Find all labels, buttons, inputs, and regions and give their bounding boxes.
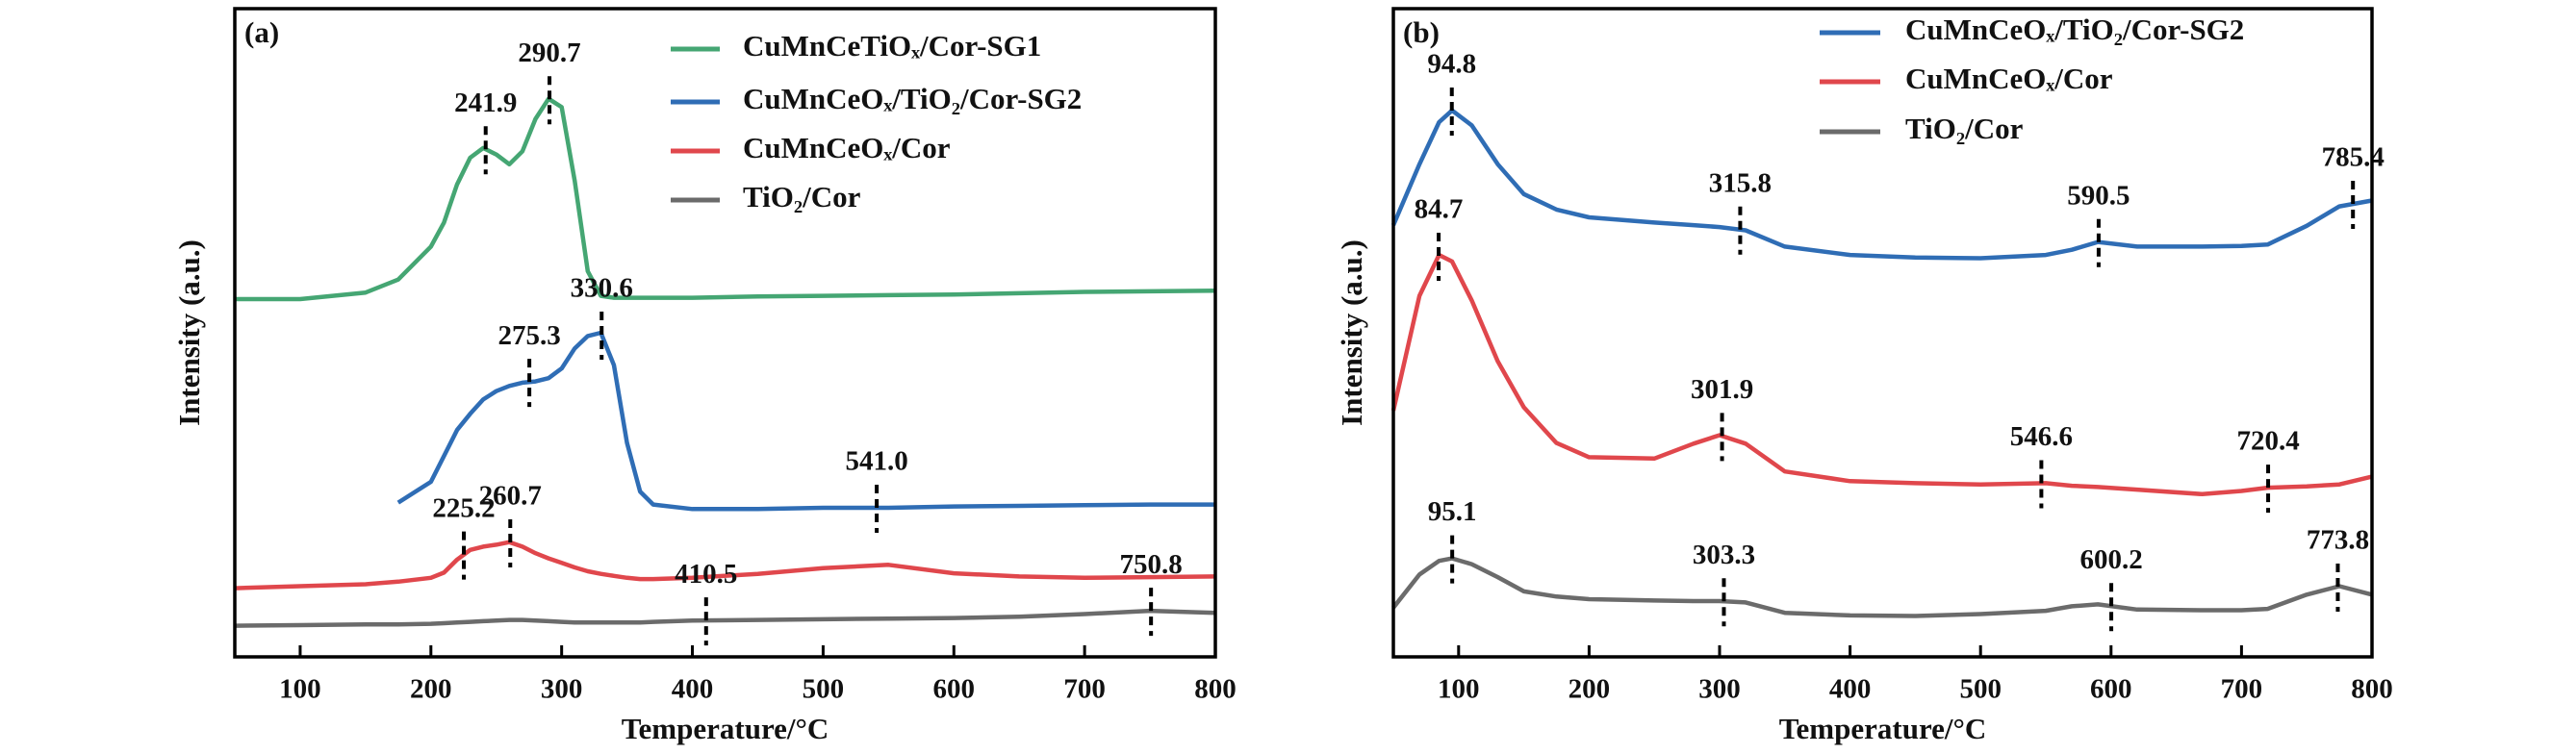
x-tick-label: 400 — [672, 674, 714, 705]
peak-label: 84.7 — [1415, 194, 1464, 225]
legend-label: TiO₂/Cor — [743, 180, 861, 214]
peak-label: 590.5 — [2067, 180, 2130, 211]
peak-label: 315.8 — [1709, 167, 1772, 198]
peak-label: 785.4 — [2322, 142, 2385, 173]
peak-label: 410.5 — [675, 559, 737, 590]
peak-label: 600.2 — [2079, 544, 2142, 575]
x-tick-label: 700 — [1063, 674, 1106, 705]
legend-label: CuMnCeOₓ/TiO₂/Cor-SG2 — [1905, 13, 2244, 46]
x-tick-label: 600 — [933, 674, 976, 705]
series-line — [234, 540, 1216, 591]
plot-frame — [233, 7, 1217, 659]
x-tick-label: 800 — [2351, 674, 2393, 705]
x-tick-label: 200 — [410, 674, 452, 705]
series-line — [235, 96, 1216, 302]
x-tick-label: 800 — [1194, 674, 1237, 705]
panel-label: (b) — [1403, 15, 1440, 49]
panel: 100 200 300 400 500 600 700 800 94.8 315.8 590.5 78… — [1335, 7, 2393, 745]
x-tick-label: 600 — [2090, 674, 2132, 705]
plot-frame — [1391, 7, 2374, 659]
series-line — [234, 608, 1216, 628]
x-tick-label: 500 — [1959, 674, 2002, 705]
legend-label: CuMnCeOₓ/Cor — [1905, 62, 2113, 95]
x-axis-title: Temperature/°C — [1779, 712, 1987, 745]
series-line — [1391, 556, 2373, 618]
y-axis-title: Intensity (a.u.) — [1335, 239, 1368, 426]
x-axis-title: Temperature/°C — [622, 712, 829, 745]
peak-label: 330.6 — [571, 273, 633, 304]
x-tick-label: 100 — [279, 674, 321, 705]
series-line — [1390, 108, 2373, 261]
x-tick-label: 400 — [1829, 674, 1872, 705]
peak-label: 260.7 — [479, 481, 542, 512]
x-tick-label: 300 — [541, 674, 583, 705]
legend-label: CuMnCeOₓ/TiO₂/Cor-SG2 — [743, 82, 1082, 115]
x-tick-label: 100 — [1438, 674, 1480, 705]
x-tick-label: 500 — [803, 674, 845, 705]
peak-label: 225.2 — [432, 492, 495, 523]
peak-label: 303.3 — [1693, 540, 1755, 570]
legend-label: CuMnCeOₓ/Cor — [743, 131, 951, 164]
series-line — [1390, 252, 2373, 497]
series-line — [396, 330, 1215, 512]
peak-label: 773.8 — [2307, 525, 2369, 556]
x-tick-label: 700 — [2221, 674, 2263, 705]
peak-label: 95.1 — [1428, 496, 1477, 527]
legend-label: TiO₂/Cor — [1905, 112, 2024, 145]
peak-label: 750.8 — [1120, 549, 1183, 580]
y-axis-title: Intensity (a.u.) — [172, 239, 206, 426]
peak-label: 720.4 — [2236, 426, 2299, 457]
x-tick-label: 200 — [1569, 674, 1611, 705]
panel-label: (a) — [244, 15, 279, 49]
peak-label: 546.6 — [2010, 421, 2073, 452]
peak-label: 275.3 — [497, 320, 560, 351]
peak-label: 241.9 — [454, 88, 517, 118]
peak-label: 301.9 — [1691, 374, 1753, 405]
peak-label: 541.0 — [845, 446, 907, 477]
legend-label: CuMnCeTiOₓ/Cor-SG1 — [743, 29, 1041, 63]
peak-label: 290.7 — [518, 38, 580, 68]
x-tick-label: 300 — [1698, 674, 1741, 705]
peak-label: 94.8 — [1427, 49, 1476, 80]
